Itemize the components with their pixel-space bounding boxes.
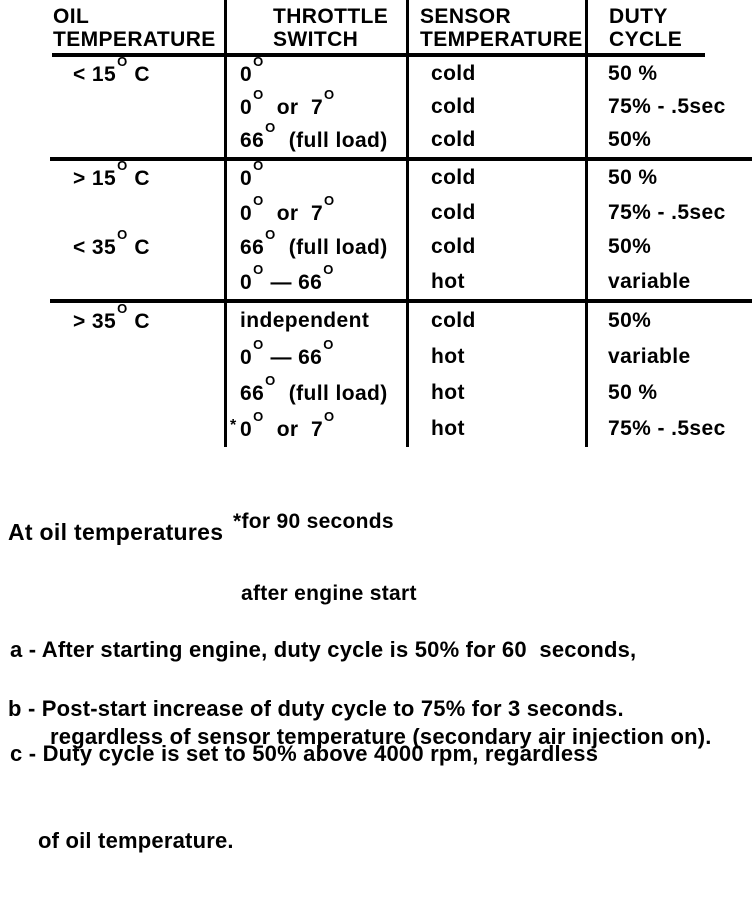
table-row: 0O — 66O hot variable	[0, 337, 752, 375]
note-c: c - Duty cycle is set to 50% above 4000 …	[10, 681, 598, 913]
column-divider	[406, 0, 409, 447]
table-row: > 15O C 0O cold 50 %	[0, 158, 752, 196]
row-group-divider	[50, 157, 752, 161]
duty-cycle-cell: 50%	[608, 235, 652, 259]
duty-cycle-cell: 50%	[608, 309, 652, 332]
sensor-temperature-cell: cold	[431, 166, 476, 190]
row-group-divider	[50, 299, 752, 303]
duty-cycle-cell: 75% - .5sec	[608, 200, 726, 224]
table-row: < 35O C 66O (full load) cold 50%	[0, 227, 752, 265]
table-group-15c-to-35c: > 15O C 0O cold 50 % 0O or 7O cold 75% - .5sec…	[0, 158, 752, 300]
scanned-manual-page: OIL TEMPERATURE THROTTLE SWITCH SENSOR TEMPER…	[0, 0, 752, 853]
column-header-sensor-temperature: SENSOR TEMPERATURE	[420, 5, 583, 51]
sensor-temperature-cell: cold	[431, 309, 476, 332]
throttle-switch-cell: 66O (full load)	[240, 120, 388, 153]
duty-cycle-cell: 75% - .5sec	[608, 94, 726, 118]
table-row: 66O (full load) hot 50 %	[0, 373, 752, 411]
table-row: 0O — 66O hot variable	[0, 261, 752, 300]
sensor-temperature-cell: cold	[431, 61, 476, 85]
duty-cycle-cell: 50%	[608, 128, 652, 152]
throttle-switch-cell: 66O (full load)	[240, 227, 388, 260]
throttle-switch-cell: 0O	[240, 158, 264, 191]
duty-cycle-cell: 75% - .5sec	[608, 417, 726, 440]
throttle-switch-cell: 0O	[240, 53, 264, 86]
note-line: b - Post-start increase of duty cycle to…	[8, 696, 624, 721]
oil-temperature-cell: > 15O C	[73, 158, 150, 191]
header-divider	[52, 53, 705, 57]
table-group-above-35c: > 35O C independent cold 50% 0O — 66O hot vari…	[0, 301, 752, 447]
duty-cycle-cell: variable	[608, 269, 691, 293]
oil-temperature-cell: < 35O C	[73, 227, 150, 260]
duty-cycle-cell: 50 %	[608, 61, 658, 85]
table-group-below-15c: < 15O C 0O cold 50 % 0O or 7O cold 75% - .5sec…	[0, 53, 752, 157]
table-row: 0O or 7O cold 75% - .5sec	[0, 192, 752, 231]
sensor-temperature-cell: hot	[431, 381, 465, 404]
throttle-switch-cell: independent	[240, 309, 370, 332]
note-line: of oil temperature.	[38, 828, 234, 853]
throttle-switch-cell: 0O or 7O	[240, 192, 335, 225]
sensor-temperature-cell: hot	[431, 269, 465, 293]
duty-cycle-cell: variable	[608, 345, 691, 368]
note-line: a - After starting engine, duty cycle is…	[10, 637, 637, 662]
duty-cycle-cell: 50 %	[608, 166, 658, 190]
footnote-line: *for 90 seconds	[233, 510, 394, 533]
throttle-switch-cell: * 0O or 7O	[230, 409, 335, 441]
column-header-oil-temperature: OIL TEMPERATURE	[53, 5, 216, 51]
column-header-duty-cycle: DUTY CYCLE	[609, 5, 683, 51]
table-row: > 35O C independent cold 50%	[0, 301, 752, 339]
column-header-throttle-switch: THROTTLE SWITCH	[273, 5, 389, 51]
oil-temperature-cell: < 15O C	[73, 53, 150, 86]
table-header-row: OIL TEMPERATURE THROTTLE SWITCH SENSOR TEMPER…	[0, 0, 752, 53]
throttle-switch-cell: 0O — 66O	[240, 261, 334, 294]
sensor-temperature-cell: cold	[431, 128, 476, 152]
duty-cycle-cell: 50 %	[608, 381, 658, 404]
note-line: c - Duty cycle is set to 50% above 4000 …	[10, 741, 599, 766]
note-b: b - Post-start increase of duty cycle to…	[8, 636, 624, 781]
sensor-temperature-cell: cold	[431, 94, 476, 118]
throttle-switch-cell: 0O or 7O	[240, 86, 335, 119]
sensor-temperature-cell: hot	[431, 345, 465, 368]
column-divider	[585, 0, 588, 447]
column-divider	[224, 0, 227, 447]
oil-temperature-cell: > 35O C	[73, 301, 150, 333]
table-row: 66O (full load) cold 50%	[0, 120, 752, 157]
sensor-temperature-cell: cold	[431, 235, 476, 259]
sensor-temperature-cell: cold	[431, 200, 476, 224]
sensor-temperature-cell: hot	[431, 417, 465, 440]
notes-title: At oil temperatures	[8, 519, 224, 545]
table-row: * 0O or 7O hot 75% - .5sec	[0, 409, 752, 447]
table-footnote: *for 90 seconds after engine start	[233, 462, 417, 654]
footnote-line: after engine start	[241, 582, 417, 605]
table-row: < 15O C 0O cold 50 %	[0, 53, 752, 90]
throttle-switch-cell: 0O — 66O	[240, 337, 334, 369]
table-row: 0O or 7O cold 75% - .5sec	[0, 86, 752, 123]
throttle-switch-cell: 66O (full load)	[240, 373, 388, 405]
